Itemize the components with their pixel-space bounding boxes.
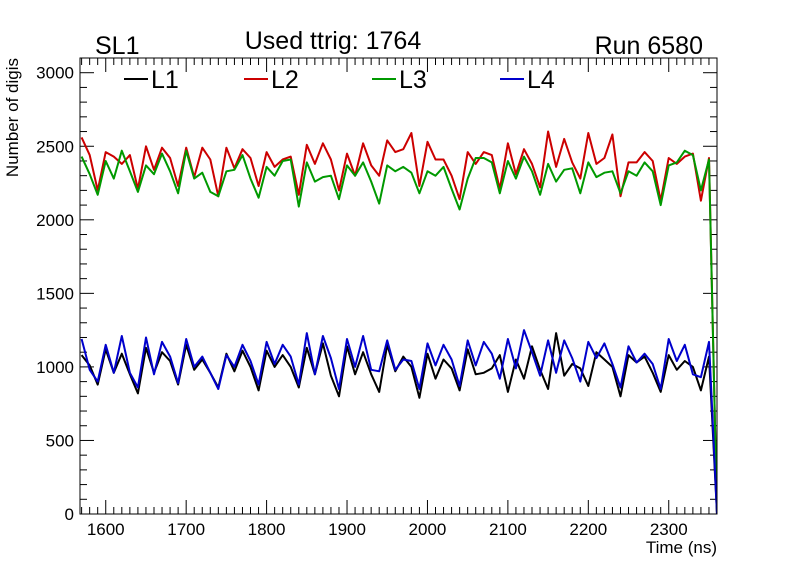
- x-tick-label: 2200: [569, 520, 607, 539]
- chart-title: Used ttrig: 1764: [245, 27, 422, 55]
- x-axis-label: Time (ns): [646, 538, 717, 557]
- axes: 1600 1700 1800 1900 2000 2100 2200 2300 0 500 1000…: [36, 57, 718, 539]
- x-tick-label: 1600: [87, 520, 125, 539]
- y-tick-label: 2500: [36, 137, 74, 156]
- y-tick-label: 1500: [36, 284, 74, 303]
- x-tick-label: 2100: [489, 520, 527, 539]
- x-tick-label: 1700: [167, 520, 205, 539]
- series-line-l4: [80, 329, 717, 514]
- header-left-label: SL1: [95, 32, 139, 60]
- legend-label-l4: L4: [527, 66, 555, 94]
- y-tick-label: 2000: [36, 211, 74, 230]
- y-axis-label: Number of digis: [3, 58, 22, 177]
- legend-label-l2: L2: [271, 66, 299, 94]
- y-tick-label: 0: [65, 505, 74, 524]
- legend-label-l3: L3: [399, 66, 427, 94]
- series-layer: [80, 130, 717, 514]
- x-tick-label: 2300: [650, 520, 688, 539]
- y-tick-label: 1000: [36, 358, 74, 377]
- series-line-l3: [80, 149, 717, 514]
- y-tick-label: 3000: [36, 64, 74, 83]
- y-tick-label: 500: [46, 431, 74, 450]
- x-tick-label: 2000: [409, 520, 447, 539]
- legend-label-l1: L1: [151, 66, 179, 94]
- x-tick-label: 1900: [328, 520, 366, 539]
- plot-frame: [79, 57, 718, 515]
- x-tick-label: 1800: [248, 520, 286, 539]
- header-right-label: Run 6580: [595, 32, 703, 60]
- legend: L1 L2 L3 L4: [124, 66, 555, 94]
